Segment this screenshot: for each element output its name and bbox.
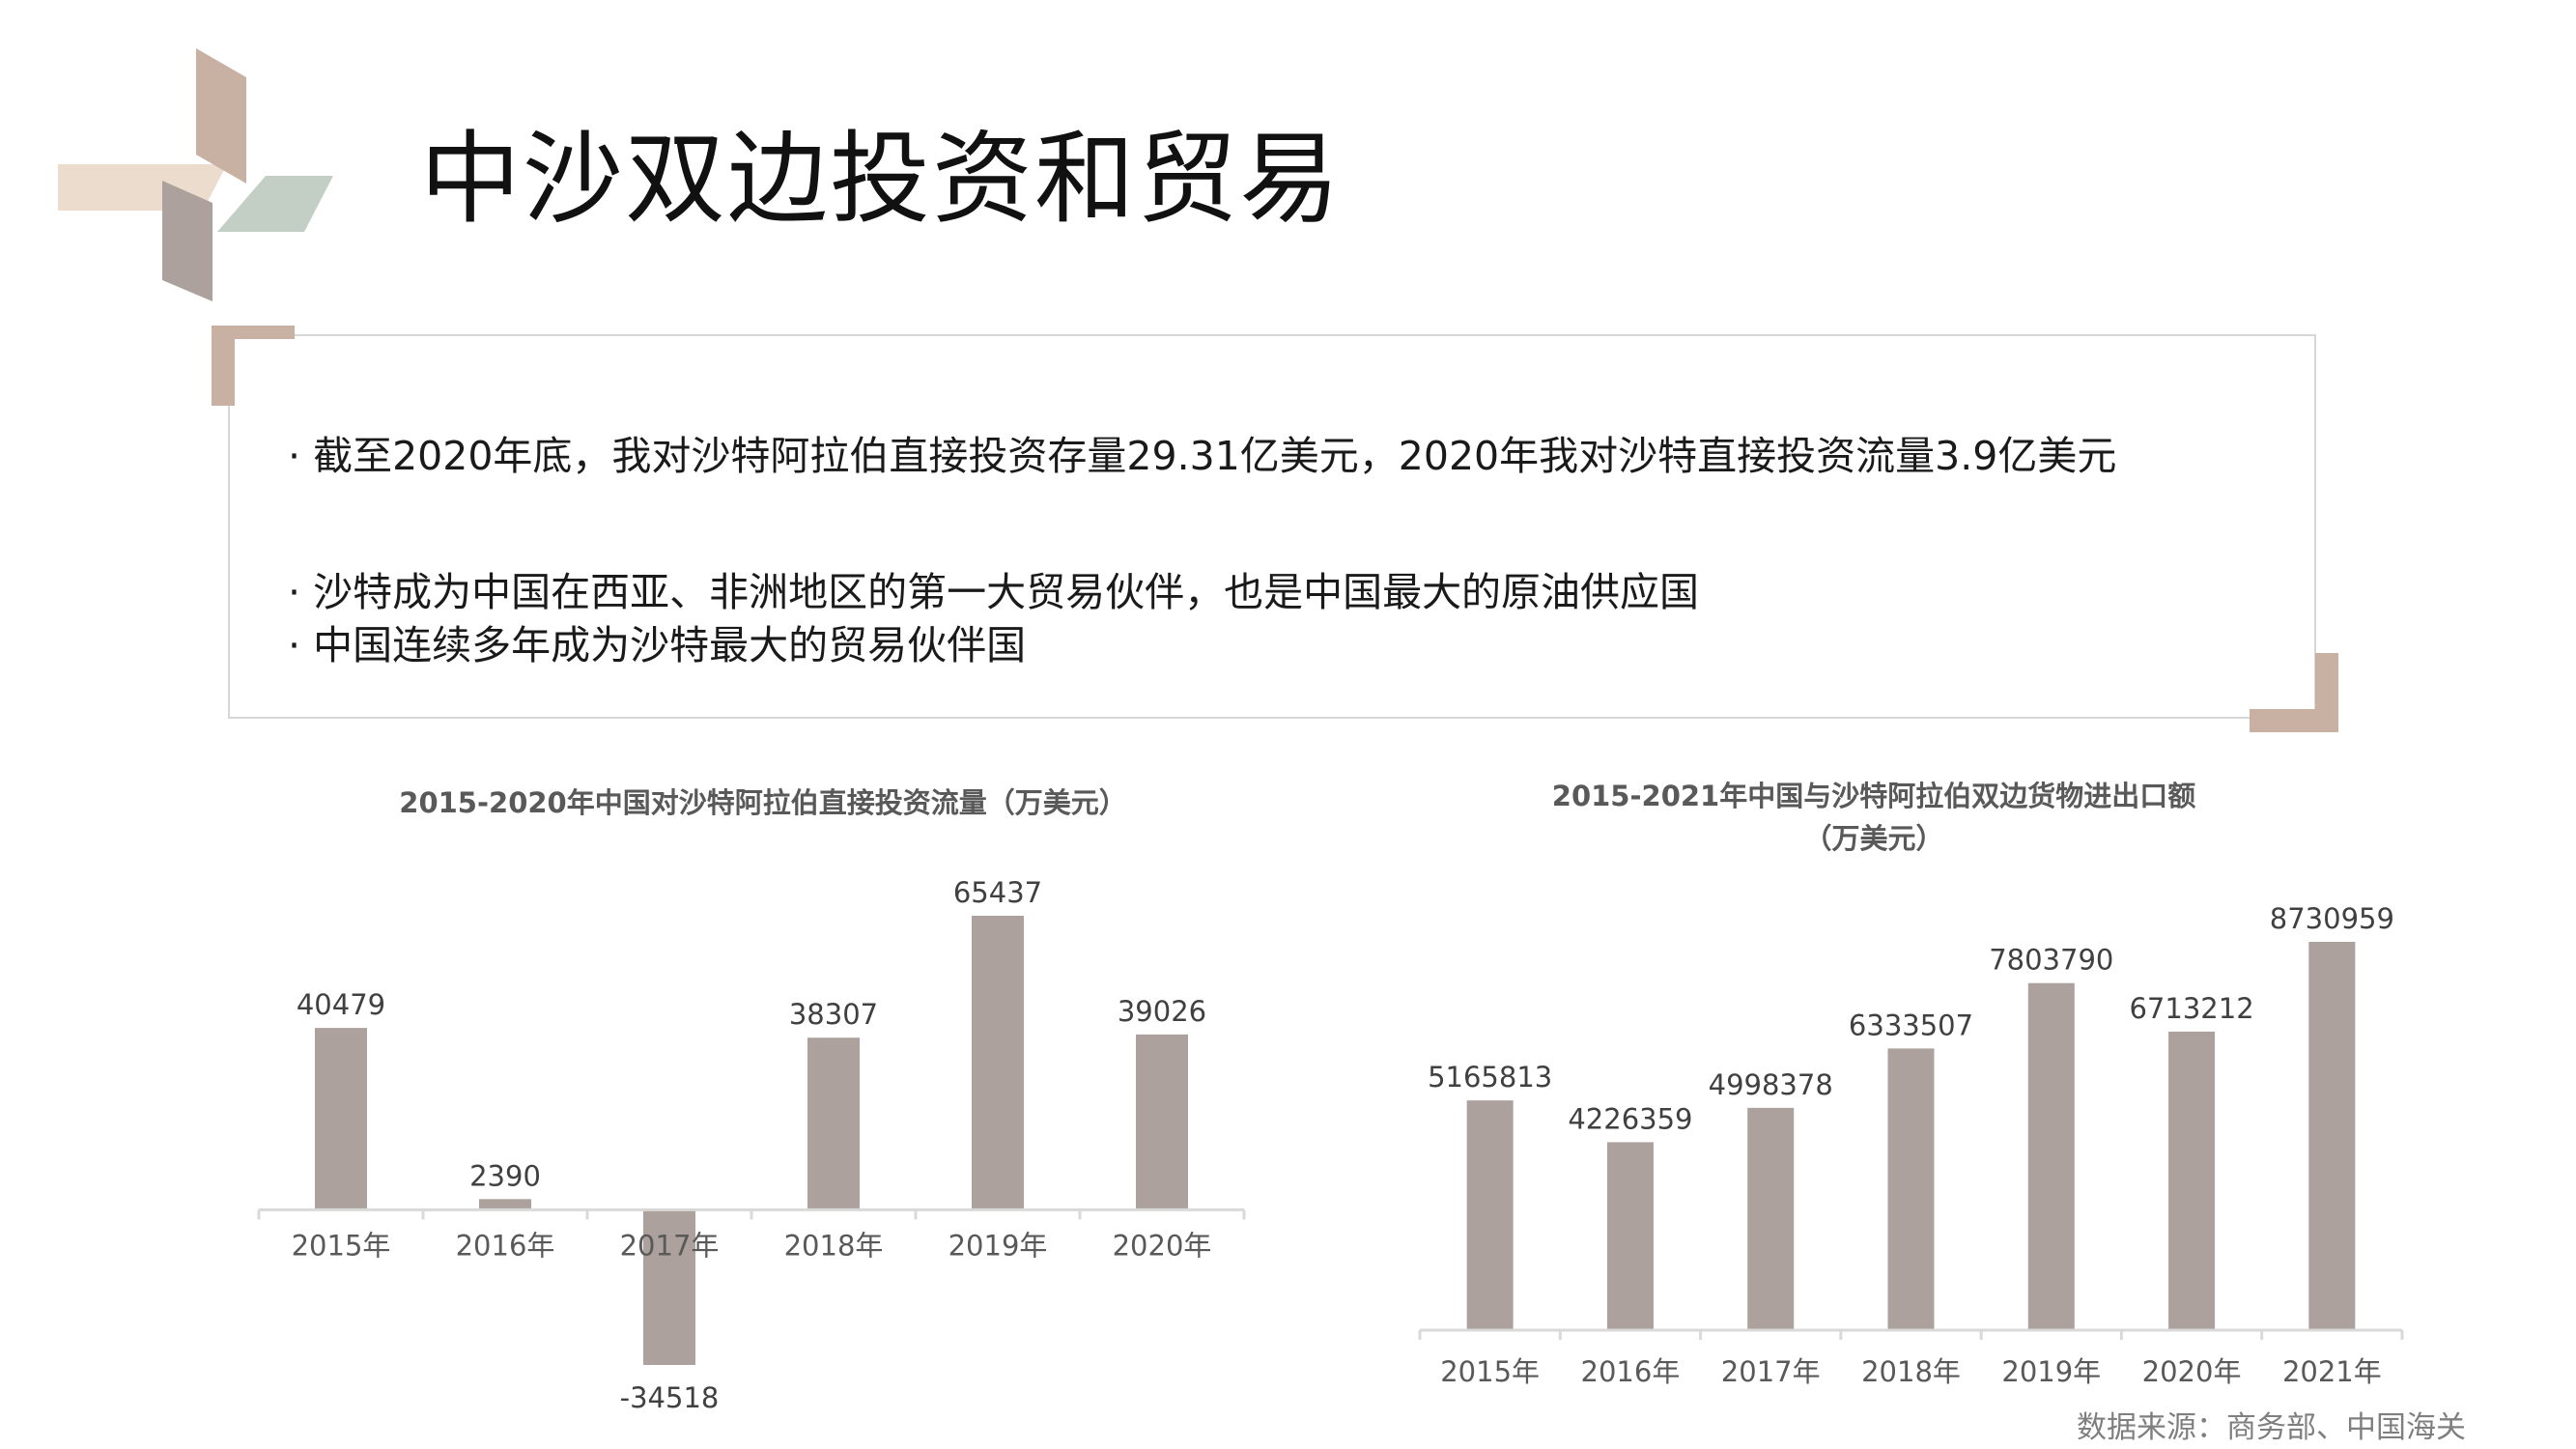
chart2-data-label: 7803790 — [1989, 944, 2113, 977]
bullet-investment-stock: · 截至2020年底，我对沙特阿拉伯直接投资存量29.31亿美元，2020年我对… — [288, 433, 2117, 479]
chart2-bar — [2308, 942, 2356, 1330]
chart1-category-label: 2015年 — [292, 1229, 391, 1262]
chart1-data-label: 39026 — [1118, 995, 1206, 1028]
chart2-data-label: 8730959 — [2270, 902, 2394, 935]
chart2-bar — [1887, 1048, 1935, 1330]
logo-tan-petal — [196, 48, 246, 184]
chart1-bar — [807, 1037, 860, 1210]
logo-sage-petal — [217, 176, 333, 232]
decorative-logo-icon — [58, 48, 333, 301]
chart1-data-label: 38307 — [789, 998, 878, 1031]
page-title: 中沙双边投资和贸易 — [420, 120, 1343, 238]
chart1-bar — [972, 916, 1024, 1210]
chart2-category-label: 2021年 — [2282, 1355, 2382, 1388]
chart2-bar — [1747, 1107, 1795, 1330]
chart2-category-label: 2017年 — [1721, 1355, 1821, 1388]
chart1-bar — [315, 1028, 367, 1210]
chart1-bar — [479, 1199, 531, 1210]
chart1-data-label: -34518 — [620, 1381, 720, 1414]
chart2-bar — [1466, 1100, 1514, 1330]
chart2-data-label: 6713212 — [2129, 992, 2253, 1025]
bullet-saudi-partner: · 中国连续多年成为沙特最大的贸易伙伴国 — [288, 622, 1027, 668]
corner-accent-top-left — [212, 326, 235, 406]
logo-mauve-petal — [162, 181, 212, 301]
chart1-category-label: 2019年 — [948, 1229, 1048, 1262]
chart1-data-label: 65437 — [953, 876, 1042, 909]
chart2-title: 2015-2021年中国与沙特阿拉伯双边货物进出口额 — [1551, 780, 2196, 812]
chart2-category-label: 2019年 — [2001, 1355, 2101, 1388]
chart2-bar — [2168, 1031, 2216, 1330]
chart1-category-label: 2020年 — [1113, 1229, 1212, 1262]
chart1-category-label: 2018年 — [784, 1229, 884, 1262]
chart1-category-label: 2017年 — [620, 1229, 720, 1262]
chart1-category-label: 2016年 — [456, 1229, 555, 1262]
corner-accent-bottom-right — [2315, 653, 2338, 732]
chart2-category-label: 2018年 — [1861, 1355, 1961, 1388]
data-source-note: 数据来源：商务部、中国海关 — [2077, 1410, 2466, 1445]
chart2-data-label: 4226359 — [1568, 1102, 1692, 1135]
summary-box — [228, 334, 2316, 719]
chart2-category-label: 2016年 — [1581, 1355, 1681, 1388]
chart2-category-label: 2015年 — [1440, 1355, 1540, 1388]
chart1-bar — [1136, 1034, 1188, 1210]
chart2-subtitle: （万美元） — [1803, 822, 1944, 855]
chart1-data-label: 2390 — [469, 1159, 541, 1192]
chart2-category-label: 2020年 — [2142, 1355, 2242, 1388]
chart1-data-label: 40479 — [297, 988, 385, 1021]
chart1-title: 2015-2020年中国对沙特阿拉伯直接投资流量（万美元） — [399, 786, 1127, 819]
bullet-trade-partner: · 沙特成为中国在西亚、非洲地区的第一大贸易伙伴，也是中国最大的原油供应国 — [288, 569, 1700, 615]
chart2-data-label: 4998378 — [1709, 1068, 1833, 1101]
chart2-data-label: 5165813 — [1428, 1061, 1552, 1094]
chart2-data-label: 6333507 — [1849, 1009, 1973, 1041]
chart2-bar — [1606, 1142, 1654, 1330]
chart1-bar — [643, 1209, 695, 1365]
chart2-bar — [2027, 982, 2075, 1330]
